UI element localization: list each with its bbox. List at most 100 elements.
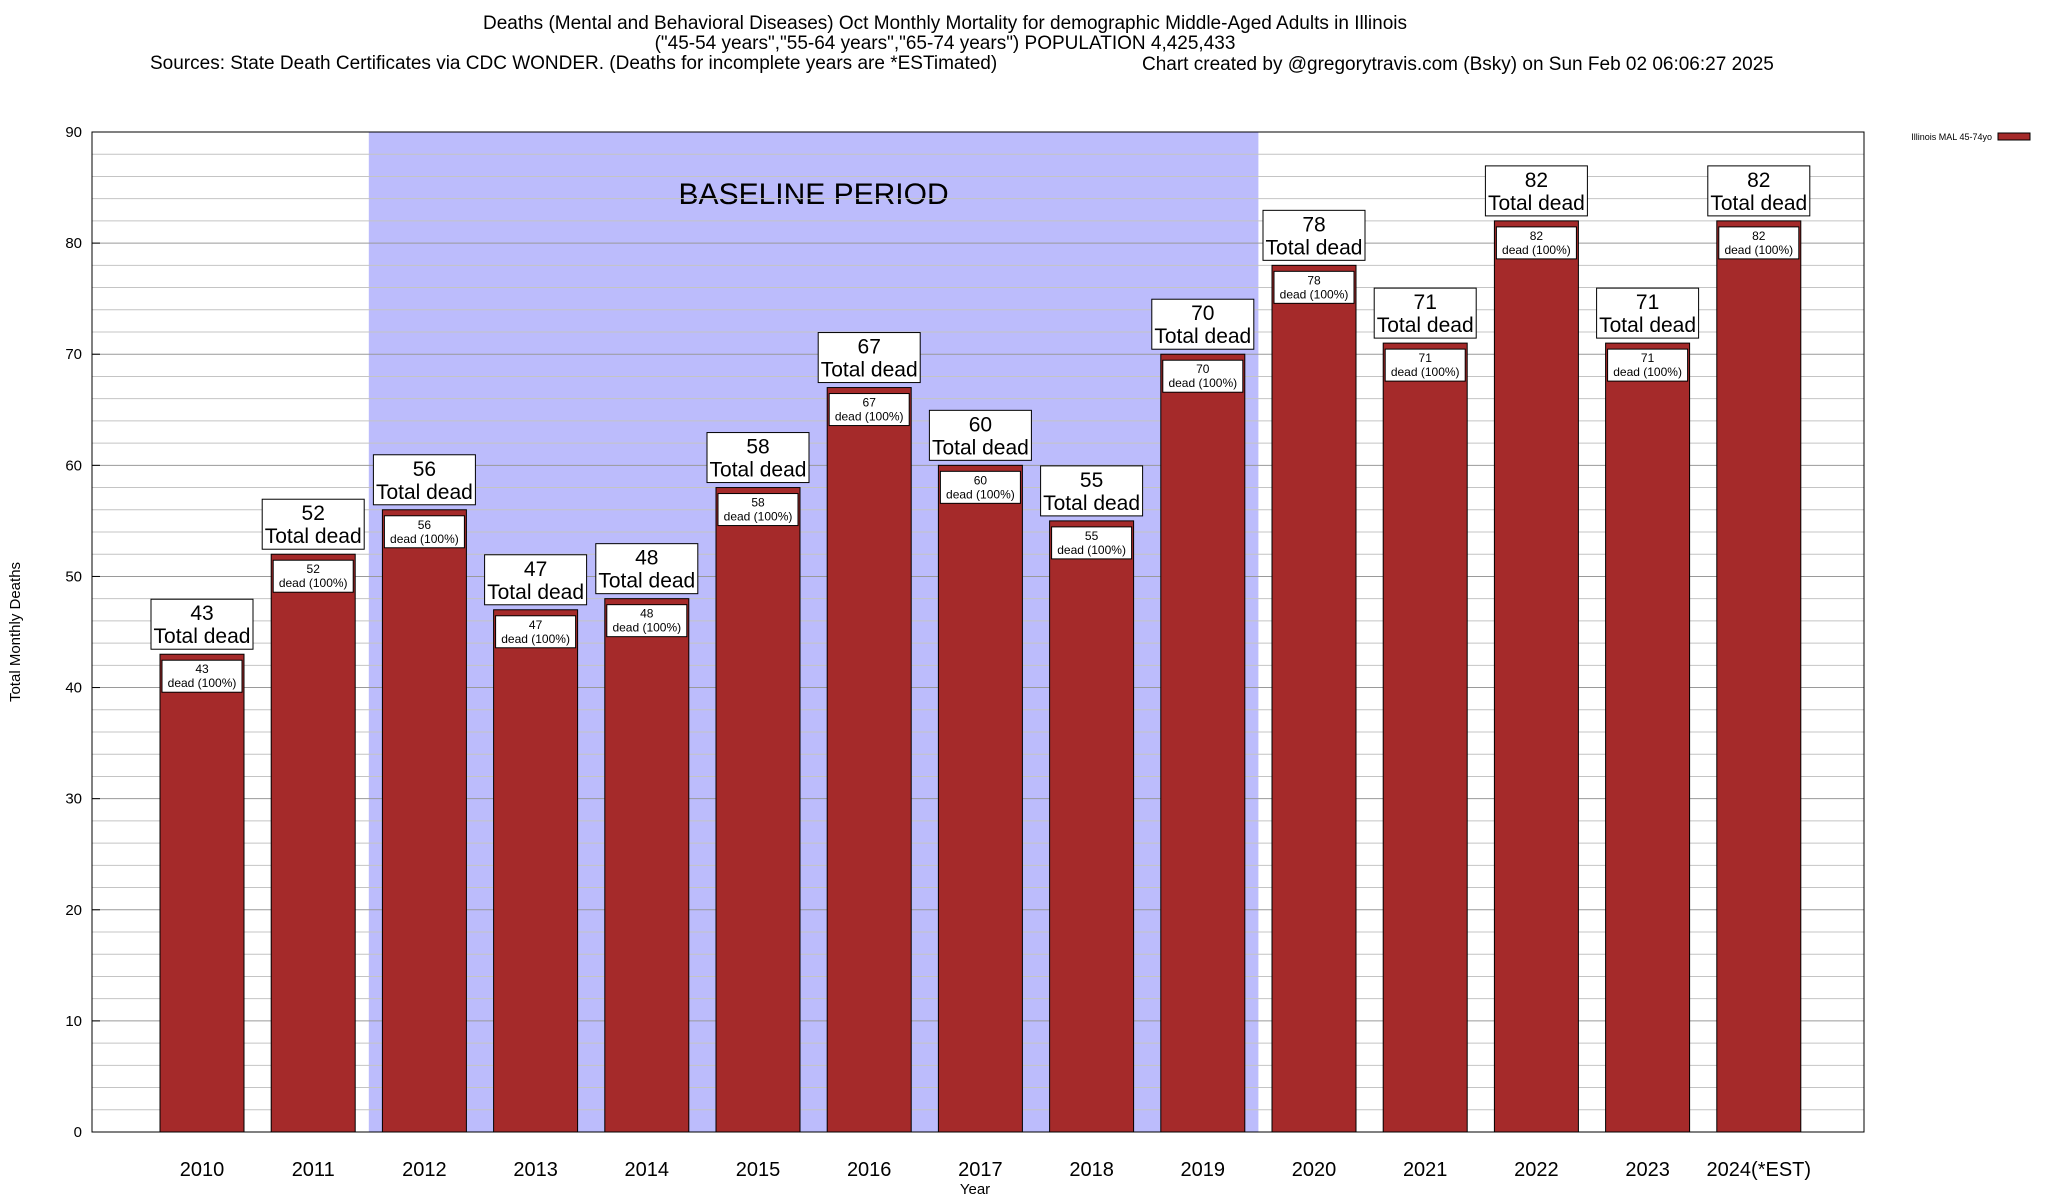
- inner-percent-label: dead (100%): [1613, 365, 1682, 379]
- inner-percent-label: dead (100%): [1280, 287, 1349, 301]
- inner-label-box: [828, 393, 910, 427]
- inner-percent-label: dead (100%): [946, 487, 1015, 501]
- x-tick-label: 2017: [958, 1159, 1003, 1181]
- bar: [1160, 353, 1246, 1133]
- x-axis-label: Year: [960, 1181, 990, 1198]
- inner-value-label: 58: [751, 496, 765, 510]
- bar: [270, 553, 356, 1133]
- y-tick-label: 50: [65, 568, 82, 585]
- inner-percent-label: dead (100%): [1391, 365, 1460, 379]
- inner-label-box: [272, 559, 354, 593]
- inner-value-label: 43: [195, 662, 209, 676]
- top-label-box: [1707, 165, 1811, 217]
- legend-swatch: [1997, 132, 2031, 141]
- top-value-label: 47: [524, 558, 547, 581]
- plot-frame: [91, 131, 1865, 1133]
- inner-percent-label: dead (100%): [1168, 376, 1237, 390]
- top-label-box: [1596, 287, 1700, 339]
- top-value-label: 60: [969, 413, 992, 436]
- top-value-label: 48: [635, 547, 658, 570]
- inner-label-box: [606, 604, 688, 638]
- bar: [159, 653, 245, 1133]
- inner-value-label: 55: [1085, 529, 1099, 543]
- top-total-label: Total dead: [932, 436, 1029, 459]
- bar: [826, 387, 912, 1133]
- inner-value-label: 71: [1641, 351, 1655, 365]
- inner-label-box: [161, 659, 243, 693]
- bar: [1271, 264, 1357, 1133]
- top-label-box: [372, 454, 476, 506]
- inner-percent-label: dead (100%): [390, 532, 459, 546]
- top-total-label: Total dead: [1488, 192, 1585, 215]
- top-value-label: 55: [1080, 469, 1103, 492]
- inner-percent-label: dead (100%): [168, 676, 237, 690]
- top-total-label: Total dead: [1154, 325, 1251, 348]
- inner-percent-label: dead (100%): [612, 621, 681, 635]
- bar: [937, 464, 1023, 1133]
- bar: [1049, 520, 1135, 1133]
- top-value-label: 58: [746, 436, 769, 459]
- bar: [1493, 220, 1579, 1133]
- bar: [604, 598, 690, 1133]
- inner-value-label: 56: [418, 518, 432, 532]
- top-label-box: [1484, 165, 1588, 217]
- y-tick-label: 90: [65, 124, 82, 141]
- legend: Illinois MAL 45-74yo: [1911, 132, 2031, 142]
- top-total-label: Total dead: [265, 525, 362, 548]
- sources-line: Sources: State Death Certificates via CD…: [150, 53, 998, 74]
- x-tick-label: 2021: [1403, 1159, 1448, 1181]
- x-tick-label: 2012: [402, 1159, 447, 1181]
- y-axis-label: Total Monthly Deaths: [7, 562, 24, 702]
- x-tick-label: 2011: [292, 1159, 335, 1181]
- inner-label-box: [1607, 348, 1689, 382]
- top-value-label: 82: [1747, 169, 1770, 192]
- bar: [1382, 342, 1468, 1133]
- title-line-1: Deaths (Mental and Behavioral Diseases) …: [482, 13, 1408, 34]
- y-tick-label: 60: [65, 457, 82, 474]
- top-label-box: [928, 409, 1032, 461]
- top-total-label: Total dead: [710, 459, 807, 482]
- inner-percent-label: dead (100%): [1057, 543, 1126, 557]
- bar: [493, 609, 579, 1133]
- bar: [1716, 220, 1802, 1133]
- chart-title: Deaths (Mental and Behavioral Diseases) …: [0, 14, 1890, 74]
- top-label-box: [150, 598, 254, 650]
- x-tick-label: 2016: [847, 1159, 892, 1181]
- inner-label-box: [1273, 270, 1355, 304]
- top-label-box: [706, 432, 810, 484]
- top-label-box: [261, 498, 365, 550]
- bar: [381, 509, 467, 1133]
- top-value-label: 78: [1302, 213, 1325, 236]
- top-value-label: 67: [858, 336, 881, 359]
- y-tick-label: 40: [65, 680, 82, 697]
- inner-percent-label: dead (100%): [835, 410, 904, 424]
- top-label-box: [484, 554, 588, 606]
- top-label-box: [595, 543, 699, 595]
- x-tick-label: 2014: [625, 1159, 670, 1181]
- top-value-label: 82: [1525, 169, 1548, 192]
- x-tick-label: 2015: [736, 1159, 781, 1181]
- x-tick-label: 2020: [1292, 1159, 1337, 1181]
- inner-percent-label: dead (100%): [501, 632, 570, 646]
- bar: [1605, 342, 1691, 1133]
- x-tick-label: 2013: [513, 1159, 558, 1181]
- top-total-label: Total dead: [376, 481, 473, 504]
- inner-value-label: 82: [1752, 229, 1766, 243]
- inner-label-box: [495, 615, 577, 649]
- inner-percent-label: dead (100%): [1724, 243, 1793, 257]
- top-label-box: [1040, 465, 1144, 517]
- x-tick-label: 2023: [1625, 1159, 1670, 1181]
- x-tick-label: 2024(*EST): [1707, 1159, 1812, 1181]
- inner-percent-label: dead (100%): [279, 576, 348, 590]
- top-total-label: Total dead: [1599, 314, 1696, 337]
